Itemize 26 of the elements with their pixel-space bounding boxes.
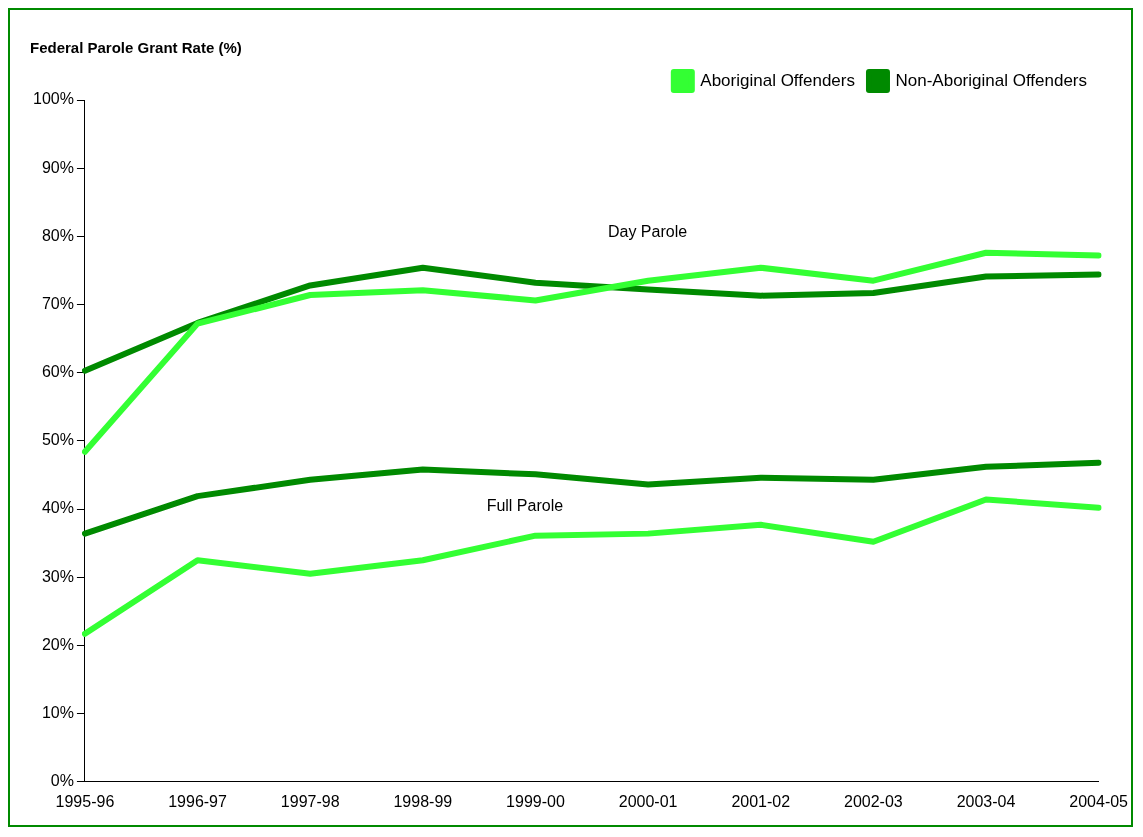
y-tick-label: 20% [41, 635, 74, 653]
y-tick-label: 90% [41, 158, 74, 176]
legend-label: Aboriginal Offenders [700, 70, 855, 90]
y-tick-label: 10% [41, 704, 74, 722]
x-tick-label: 1996-97 [168, 792, 228, 810]
y-tick-label: 60% [41, 363, 74, 381]
x-tick-label: 1997-98 [280, 792, 340, 810]
x-tick-label: 2001-02 [731, 792, 791, 810]
x-tick-label: 2000-01 [618, 792, 678, 810]
x-tick-label: 1995-96 [55, 792, 115, 810]
legend-label: Non-Aboriginal Offenders [895, 70, 1087, 90]
y-tick-label: 0% [50, 772, 74, 790]
x-tick-label: 2004-05 [1069, 792, 1129, 810]
y-tick-label: 100% [33, 90, 74, 108]
x-tick-label: 1999-00 [506, 792, 565, 810]
y-tick-label: 50% [41, 431, 74, 449]
y-tick-label: 70% [41, 294, 74, 312]
x-tick-label: 1998-99 [393, 792, 453, 810]
y-tick-label: 30% [41, 567, 74, 585]
x-tick-label: 2002-03 [844, 792, 903, 810]
chart-title: Federal Parole Grant Rate (%) [30, 39, 242, 57]
x-tick-label: 2003-04 [956, 792, 1016, 810]
y-tick-label: 80% [41, 226, 74, 244]
annotation: Full Parole [486, 497, 564, 515]
y-tick-label: 40% [41, 499, 74, 517]
annotation: Day Parole [607, 223, 688, 241]
